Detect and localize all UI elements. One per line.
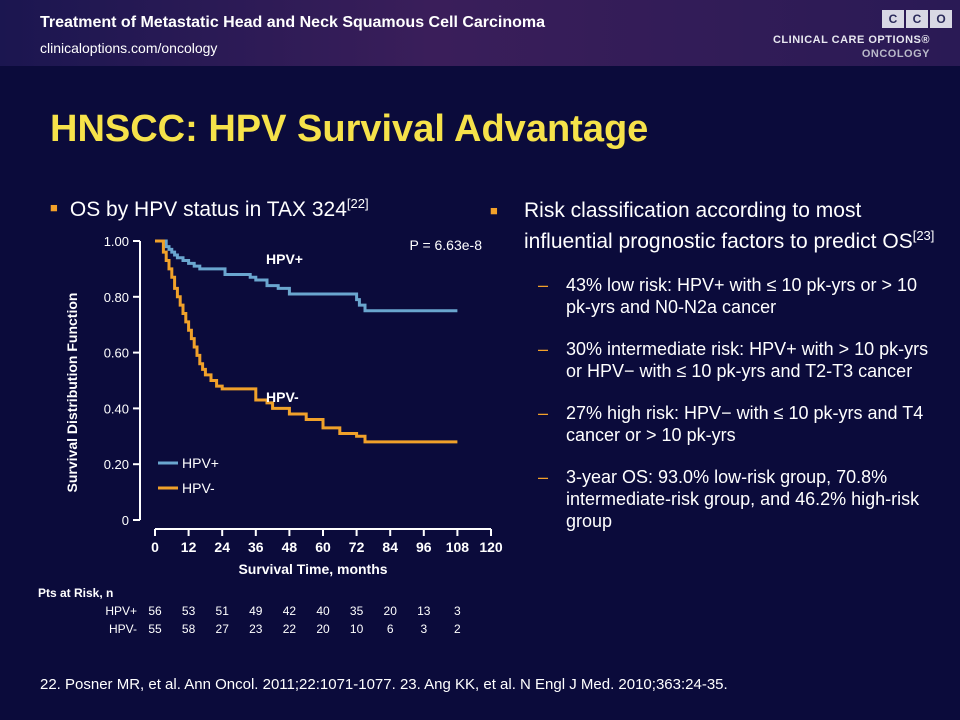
y-tick-label: 0.60 xyxy=(104,346,129,361)
legend-label: HPV+ xyxy=(182,455,219,471)
pts-at-risk-value: 53 xyxy=(182,604,196,618)
y-tick-label: 0 xyxy=(122,513,129,528)
risk-sub-item-text: 3-year OS: 93.0% low-risk group, 70.8% i… xyxy=(566,467,920,531)
pts-at-risk-row-label: HPV- xyxy=(109,622,137,636)
pts-at-risk-value: 35 xyxy=(350,604,364,618)
series-line-hpv-pos xyxy=(155,239,458,313)
x-tick-label: 108 xyxy=(446,539,470,555)
x-tick-label: 0 xyxy=(151,539,159,555)
pts-at-risk-value: 6 xyxy=(387,622,394,636)
pts-at-risk-value: 49 xyxy=(249,604,263,618)
x-tick-label: 36 xyxy=(248,539,264,555)
right-column: ■ Risk classification according to most i… xyxy=(490,198,940,532)
x-tick-label: 48 xyxy=(282,539,298,555)
dash-marker: – xyxy=(538,467,549,487)
logo-letter: C xyxy=(882,10,904,28)
y-tick-label: 0.20 xyxy=(104,457,129,472)
y-tick-label: 1.00 xyxy=(104,234,129,249)
header-banner: Treatment of Metastatic Head and Neck Sq… xyxy=(0,0,960,66)
x-axis-title: Survival Time, months xyxy=(238,561,387,577)
left-bullet-ref: [22] xyxy=(346,196,369,211)
chart-labels: Survival Time, months Survival Distributi… xyxy=(64,237,482,577)
pts-at-risk-value: 10 xyxy=(350,622,364,636)
header-title: Treatment of Metastatic Head and Neck Sq… xyxy=(40,14,546,31)
square-bullet-icon: ■ xyxy=(50,200,58,215)
right-bullet-ref: [23] xyxy=(912,228,935,243)
slide-title: HNSCC: HPV Survival Advantage xyxy=(50,108,649,150)
x-tick-label: 84 xyxy=(382,539,398,555)
pts-at-risk-value: 42 xyxy=(283,604,297,618)
right-bullet: ■ Risk classification according to most i… xyxy=(490,198,940,254)
logo-text-line1: CLINICAL CARE OPTIONS® xyxy=(772,34,930,46)
x-tick-label: 12 xyxy=(181,539,197,555)
pts-at-risk-value: 13 xyxy=(417,604,431,618)
pts-at-risk-value: 3 xyxy=(420,622,427,636)
x-tick-label: 120 xyxy=(479,539,503,555)
logo-letter: O xyxy=(930,10,952,28)
risk-sub-item-text: 30% intermediate risk: HPV+ with > 10 pk… xyxy=(566,339,929,381)
x-tick-label: 24 xyxy=(214,539,230,555)
pts-at-risk-title: Pts at Risk, n xyxy=(38,586,113,600)
y-tick-label: 0.80 xyxy=(104,290,129,305)
chart-ticks: 0 0.20 0.40 0.60 0.80 1.00 0 12 24 36 48 60 72 84 96 10… xyxy=(104,234,503,555)
pts-at-risk-value: 20 xyxy=(316,622,330,636)
pts-at-risk-value: 3 xyxy=(454,604,461,618)
pts-at-risk-value: 51 xyxy=(216,604,230,618)
y-axis-title: Survival Distribution Function xyxy=(64,293,80,493)
pts-at-risk-value: 58 xyxy=(182,622,196,636)
risk-sub-item-text: 43% low risk: HPV+ with ≤ 10 pk-yrs or >… xyxy=(566,275,918,317)
pts-at-risk-value: 22 xyxy=(283,622,297,636)
pts-at-risk-value: 23 xyxy=(249,622,263,636)
dash-marker: – xyxy=(538,403,549,423)
pts-at-risk-row-label: HPV+ xyxy=(105,604,137,618)
x-tick-label: 96 xyxy=(416,539,432,555)
x-tick-label: 60 xyxy=(315,539,331,555)
x-tick-label: 72 xyxy=(349,539,365,555)
risk-sub-item: – 30% intermediate risk: HPV+ with > 10 … xyxy=(490,338,940,382)
risk-sub-item: – 27% high risk: HPV− with ≤ 10 pk-yrs a… xyxy=(490,402,940,446)
curve-label-hpv-neg: HPV- xyxy=(266,389,299,405)
cco-logo-mark: C C O xyxy=(882,10,952,28)
y-tick-label: 0.40 xyxy=(104,401,129,416)
risk-sub-item: – 3-year OS: 93.0% low-risk group, 70.8%… xyxy=(490,466,940,532)
right-bullet-text: Risk classification according to most in… xyxy=(524,199,913,253)
logo-letter: C xyxy=(906,10,928,28)
dash-marker: – xyxy=(538,339,549,359)
dash-marker: – xyxy=(538,275,549,295)
pts-at-risk-value: 2 xyxy=(454,622,461,636)
pts-at-risk-value: 20 xyxy=(384,604,398,618)
legend-label: HPV- xyxy=(182,480,215,496)
footnote: 22. Posner MR, et al. Ann Oncol. 2011;22… xyxy=(40,676,728,693)
header-url: clinicaloptions.com/oncology xyxy=(40,40,218,56)
pts-at-risk-table: Pts at Risk, n HPV+ 56 53 51 49 42 40 35 20 13 3 HPV… xyxy=(38,586,461,636)
chart-series xyxy=(155,239,458,444)
risk-sub-item: – 43% low risk: HPV+ with ≤ 10 pk-yrs or… xyxy=(490,274,940,318)
square-bullet-icon: ■ xyxy=(490,203,498,218)
pts-at-risk-value: 56 xyxy=(148,604,162,618)
p-value-annotation: P = 6.63e-8 xyxy=(409,237,482,253)
series-line-hpv-neg xyxy=(155,239,458,444)
left-bullet: ■ OS by HPV status in TAX 324[22] xyxy=(50,196,369,222)
pts-at-risk-value: 27 xyxy=(216,622,230,636)
risk-sub-item-text: 27% high risk: HPV− with ≤ 10 pk-yrs and… xyxy=(566,403,924,445)
logo-text-line2: ONCOLOGY xyxy=(861,48,930,60)
curve-label-hpv-pos: HPV+ xyxy=(266,251,303,267)
pts-at-risk-value: 40 xyxy=(316,604,330,618)
pts-at-risk-value: 55 xyxy=(148,622,162,636)
left-bullet-text: OS by HPV status in TAX 324 xyxy=(69,198,347,221)
